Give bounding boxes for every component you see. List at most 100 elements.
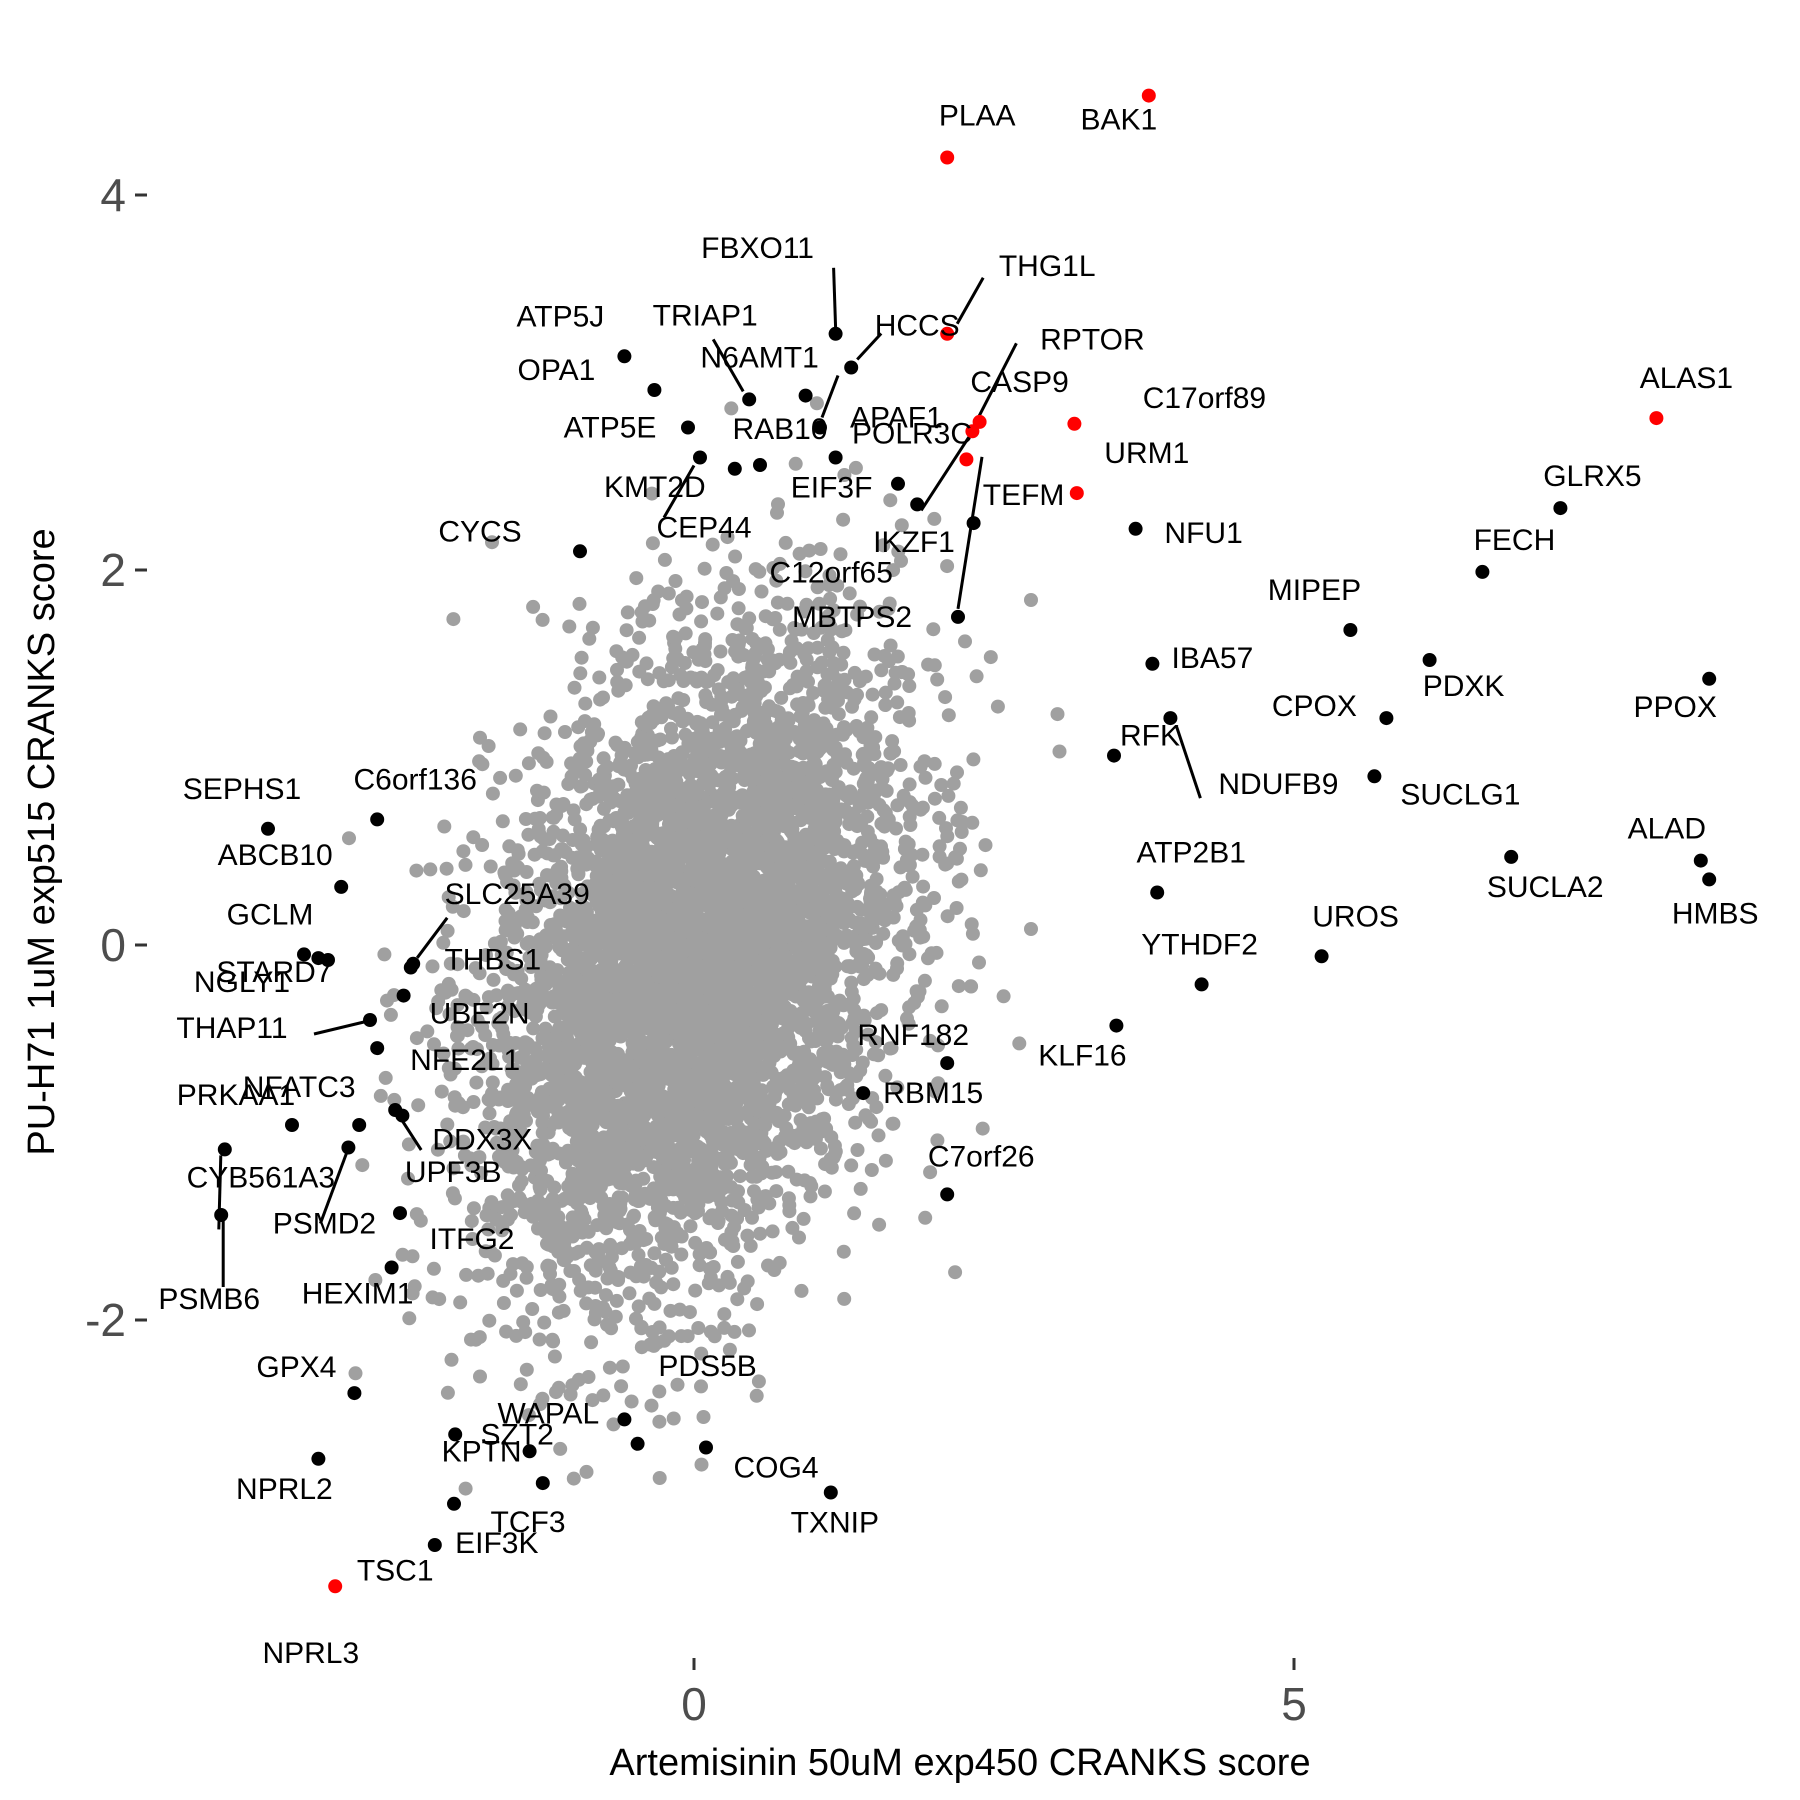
background-point: [930, 1133, 945, 1148]
background-point: [686, 645, 701, 660]
background-point: [491, 1016, 506, 1031]
background-point: [770, 744, 785, 759]
background-point: [791, 862, 805, 877]
background-point: [596, 1388, 611, 1403]
background-point: [651, 1199, 666, 1214]
background-point: [525, 915, 540, 930]
background-point: [483, 859, 498, 874]
background-point: [739, 621, 754, 635]
background-point: [832, 993, 847, 1008]
background-point: [890, 798, 905, 813]
background-point: [902, 1000, 917, 1015]
background-point: [775, 1071, 790, 1086]
background-point: [790, 785, 805, 800]
background-point: [691, 1321, 706, 1335]
background-point: [703, 1324, 718, 1339]
background-point: [622, 1286, 637, 1301]
background-point: [1024, 593, 1038, 607]
background-point: [926, 622, 941, 637]
background-point: [777, 803, 792, 818]
background-point: [566, 1471, 581, 1486]
background-point: [555, 1238, 570, 1253]
background-point: [518, 812, 533, 826]
background-point: [902, 777, 917, 792]
background-point: [867, 647, 882, 662]
background-point: [548, 1031, 563, 1046]
background-point: [745, 856, 760, 871]
background-point: [932, 810, 947, 825]
background-point: [694, 1379, 708, 1394]
background-point: [614, 813, 629, 827]
background-point: [495, 814, 510, 829]
background-point: [507, 1004, 522, 1019]
background-point: [745, 658, 760, 673]
background-point: [927, 658, 942, 673]
background-point: [499, 1324, 514, 1339]
background-point: [675, 714, 690, 729]
background-point: [634, 730, 649, 745]
background-point: [436, 1046, 451, 1061]
background-point: [724, 401, 739, 416]
background-point: [800, 1016, 814, 1031]
background-point: [531, 746, 546, 761]
background-point: [803, 1189, 818, 1204]
background-point: [666, 629, 681, 644]
background-point: [719, 1169, 734, 1183]
background-point: [923, 1165, 938, 1180]
background-point: [1052, 744, 1067, 759]
background-point: [865, 903, 880, 917]
background-point: [690, 1107, 705, 1122]
background-point: [615, 1190, 630, 1205]
background-point: [479, 1000, 494, 1015]
background-point: [573, 779, 588, 794]
background-point: [602, 1360, 617, 1375]
background-point: [635, 856, 650, 871]
background-point: [547, 1180, 562, 1195]
background-point: [820, 667, 835, 682]
background-point: [918, 770, 933, 785]
background-point: [678, 813, 693, 828]
background-point: [480, 1266, 495, 1281]
background-point: [657, 552, 672, 567]
background-point: [785, 987, 800, 1002]
background-point: [485, 535, 499, 550]
background-point: [714, 1137, 729, 1152]
background-point: [661, 673, 676, 688]
background-point: [576, 1031, 590, 1046]
background-point: [742, 1323, 756, 1338]
background-point: [730, 1254, 745, 1269]
background-point: [466, 1201, 481, 1216]
background-point: [745, 1026, 759, 1040]
background-point: [470, 1013, 485, 1028]
background-point: [495, 1200, 510, 1215]
background-point: [819, 1032, 834, 1047]
background-point: [834, 657, 849, 672]
background-point: [740, 670, 755, 684]
background-point: [847, 1002, 862, 1017]
background-point: [639, 1232, 654, 1246]
background-point: [1012, 1036, 1027, 1051]
background-point: [735, 795, 750, 810]
background-point: [485, 1075, 500, 1090]
background-point: [663, 953, 678, 968]
background-point: [809, 396, 824, 411]
background-point: [535, 987, 550, 1002]
background-point: [714, 755, 729, 770]
background-point: [983, 650, 998, 665]
background-point: [918, 1210, 933, 1225]
background-point: [828, 1092, 843, 1107]
background-point: [772, 622, 787, 637]
background-point: [612, 1203, 627, 1218]
background-point: [450, 998, 465, 1013]
background-point: [441, 890, 456, 905]
background-point: [802, 1176, 817, 1190]
background-point: [552, 1146, 566, 1161]
background-point: [632, 1068, 647, 1083]
background-point: [890, 1080, 905, 1095]
background-point: [574, 650, 589, 665]
background-point: [856, 972, 871, 987]
background-point: [877, 903, 892, 918]
background-point: [511, 846, 526, 861]
background-point: [949, 901, 964, 915]
background-point: [666, 1411, 681, 1426]
